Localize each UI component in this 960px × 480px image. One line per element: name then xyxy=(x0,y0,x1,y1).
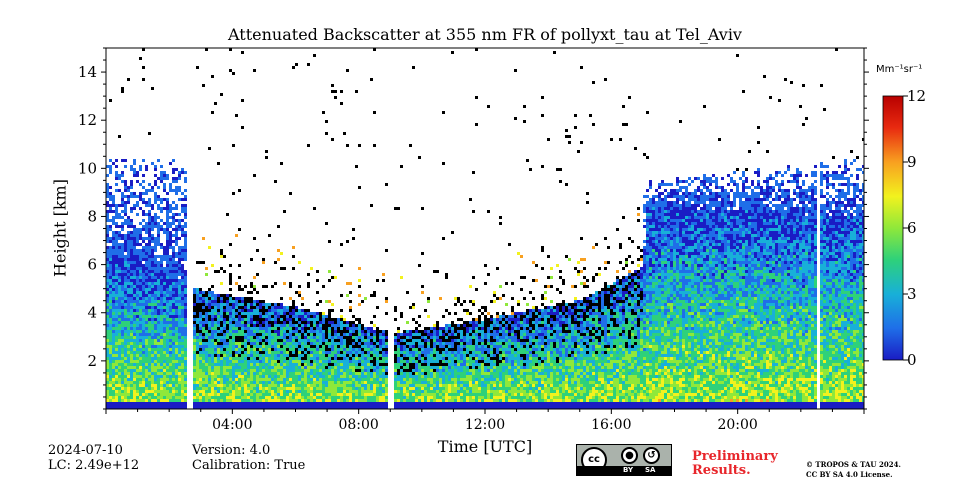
colorbar-unit-label: Mm⁻¹sr⁻¹ xyxy=(876,64,923,75)
badge-sa-label: SA xyxy=(645,466,656,474)
share-alike-icon: ↺ xyxy=(643,447,660,464)
results-label: Results. xyxy=(692,463,751,478)
y-tick-label: 12 xyxy=(78,111,97,129)
preliminary-label: Preliminary xyxy=(692,449,778,464)
x-tick-label: 20:00 xyxy=(717,417,757,433)
badge-by-label: BY xyxy=(623,466,634,474)
backscatter-heatmap xyxy=(106,48,864,409)
x-axis-label: Time [UTC] xyxy=(437,437,533,456)
x-tick-label: 12:00 xyxy=(465,417,505,433)
license-line-2: CC BY SA 4.0 License. xyxy=(806,470,893,479)
footer-lc: LC: 2.49e+12 xyxy=(48,458,140,473)
colorbar-tick-label: 0 xyxy=(907,351,917,369)
y-tick-label: 4 xyxy=(87,304,97,322)
y-tick-label: 10 xyxy=(78,159,97,177)
footer-version: Version: 4.0 xyxy=(192,443,271,458)
colorbar xyxy=(882,95,904,361)
license-line-1: © TROPOS & TAU 2024. xyxy=(806,460,901,469)
footer-calibration: Calibration: True xyxy=(192,458,306,473)
colorbar-axis: 0 3 6 9 12 xyxy=(903,87,926,369)
y-axis: 2 4 6 8 10 12 14 xyxy=(78,47,869,410)
y-tick-label: 2 xyxy=(87,352,97,370)
colorbar-tick-label: 6 xyxy=(907,219,917,237)
footer-date: 2024-07-10 xyxy=(48,443,123,458)
cc-license-badge: cc ● ↺ BY SA xyxy=(576,444,672,476)
x-tick-label: 04:00 xyxy=(212,417,252,433)
chart-title: Attenuated Backscatter at 355 nm FR of p… xyxy=(228,25,742,44)
y-axis-label: Height [km] xyxy=(50,179,70,277)
y-tick-label: 14 xyxy=(78,63,97,81)
x-tick-label: 08:00 xyxy=(338,417,378,433)
person-icon: ● xyxy=(621,447,638,464)
x-tick-label: 16:00 xyxy=(591,417,631,433)
colorbar-tick-label: 9 xyxy=(907,153,917,171)
x-axis: 04:00 08:00 12:00 16:00 20:00 xyxy=(105,409,865,433)
colorbar-tick-label: 3 xyxy=(907,285,917,303)
y-tick-label: 8 xyxy=(87,207,97,225)
colorbar-tick-label: 12 xyxy=(907,87,926,105)
y-tick-label: 6 xyxy=(87,256,97,274)
